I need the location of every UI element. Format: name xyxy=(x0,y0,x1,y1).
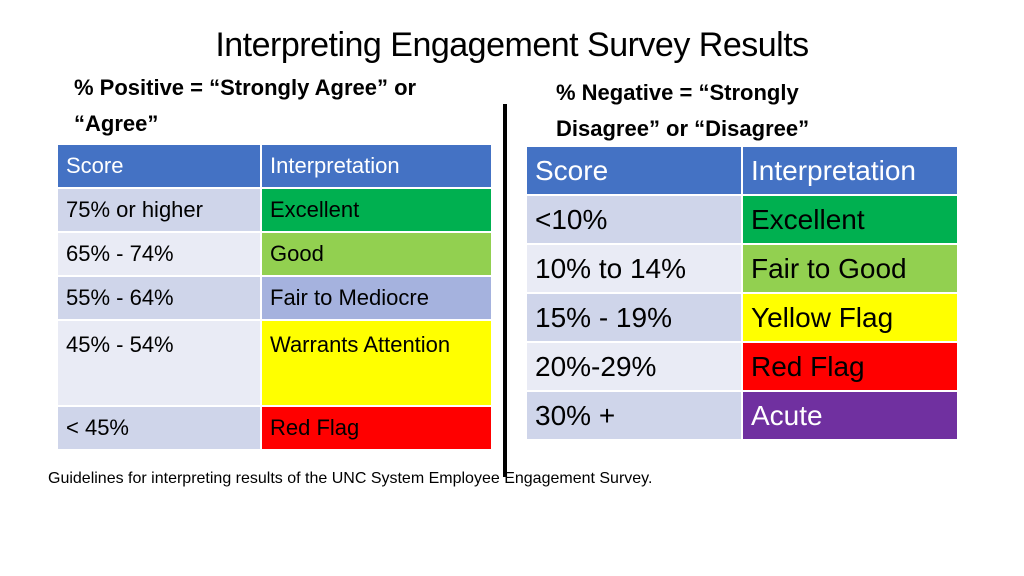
interpretation-cell: Red Flag xyxy=(261,406,493,451)
negative-score-table: Score Interpretation <10% Excellent 10% … xyxy=(527,147,959,441)
vertical-divider xyxy=(503,104,507,477)
table-row: 15% - 19% Yellow Flag xyxy=(527,293,959,343)
interpretation-cell: Good xyxy=(261,232,493,277)
table-row: 10% to 14% Fair to Good xyxy=(527,244,959,294)
score-cell: 30% + xyxy=(527,391,743,441)
column-header-score: Score xyxy=(527,147,743,196)
table-row: 30% + Acute xyxy=(527,391,959,441)
table-row: 20%-29% Red Flag xyxy=(527,342,959,392)
negative-heading: % Negative = “Strongly Disagree” or “Dis… xyxy=(556,80,810,141)
score-cell: 65% - 74% xyxy=(58,232,262,277)
table-row: <10% Excellent xyxy=(527,195,959,245)
score-cell: 15% - 19% xyxy=(527,293,743,343)
interpretation-cell: Fair to Mediocre xyxy=(261,276,493,321)
score-cell: 10% to 14% xyxy=(527,244,743,294)
column-header-score: Score xyxy=(58,145,262,189)
column-header-interpretation: Interpretation xyxy=(261,145,493,189)
positive-heading: % Positive = “Strongly Agree” or “Agree” xyxy=(74,75,417,136)
score-cell: 45% - 54% xyxy=(58,320,262,407)
table-row: 45% - 54% Warrants Attention xyxy=(58,320,493,407)
column-header-interpretation: Interpretation xyxy=(742,147,959,196)
interpretation-cell: Fair to Good xyxy=(742,244,959,294)
page-title: Interpreting Engagement Survey Results xyxy=(215,26,809,64)
interpretation-cell: Excellent xyxy=(742,195,959,245)
table-row: 55% - 64% Fair to Mediocre xyxy=(58,276,493,321)
interpretation-cell: Yellow Flag xyxy=(742,293,959,343)
table-row: 75% or higher Excellent xyxy=(58,188,493,233)
positive-score-table: Score Interpretation 75% or higher Excel… xyxy=(58,145,493,451)
interpretation-cell: Acute xyxy=(742,391,959,441)
caption: Guidelines for interpreting results of t… xyxy=(48,470,653,487)
score-cell: 20%-29% xyxy=(527,342,743,392)
interpretation-cell: Excellent xyxy=(261,188,493,233)
table-header-row: Score Interpretation xyxy=(527,147,959,196)
score-cell: <10% xyxy=(527,195,743,245)
table-row: 65% - 74% Good xyxy=(58,232,493,277)
score-cell: 55% - 64% xyxy=(58,276,262,321)
interpretation-cell: Warrants Attention xyxy=(261,320,493,407)
table-row: < 45% Red Flag xyxy=(58,406,493,451)
score-cell: 75% or higher xyxy=(58,188,262,233)
score-cell: < 45% xyxy=(58,406,262,451)
table-header-row: Score Interpretation xyxy=(58,145,493,189)
interpretation-cell: Red Flag xyxy=(742,342,959,392)
